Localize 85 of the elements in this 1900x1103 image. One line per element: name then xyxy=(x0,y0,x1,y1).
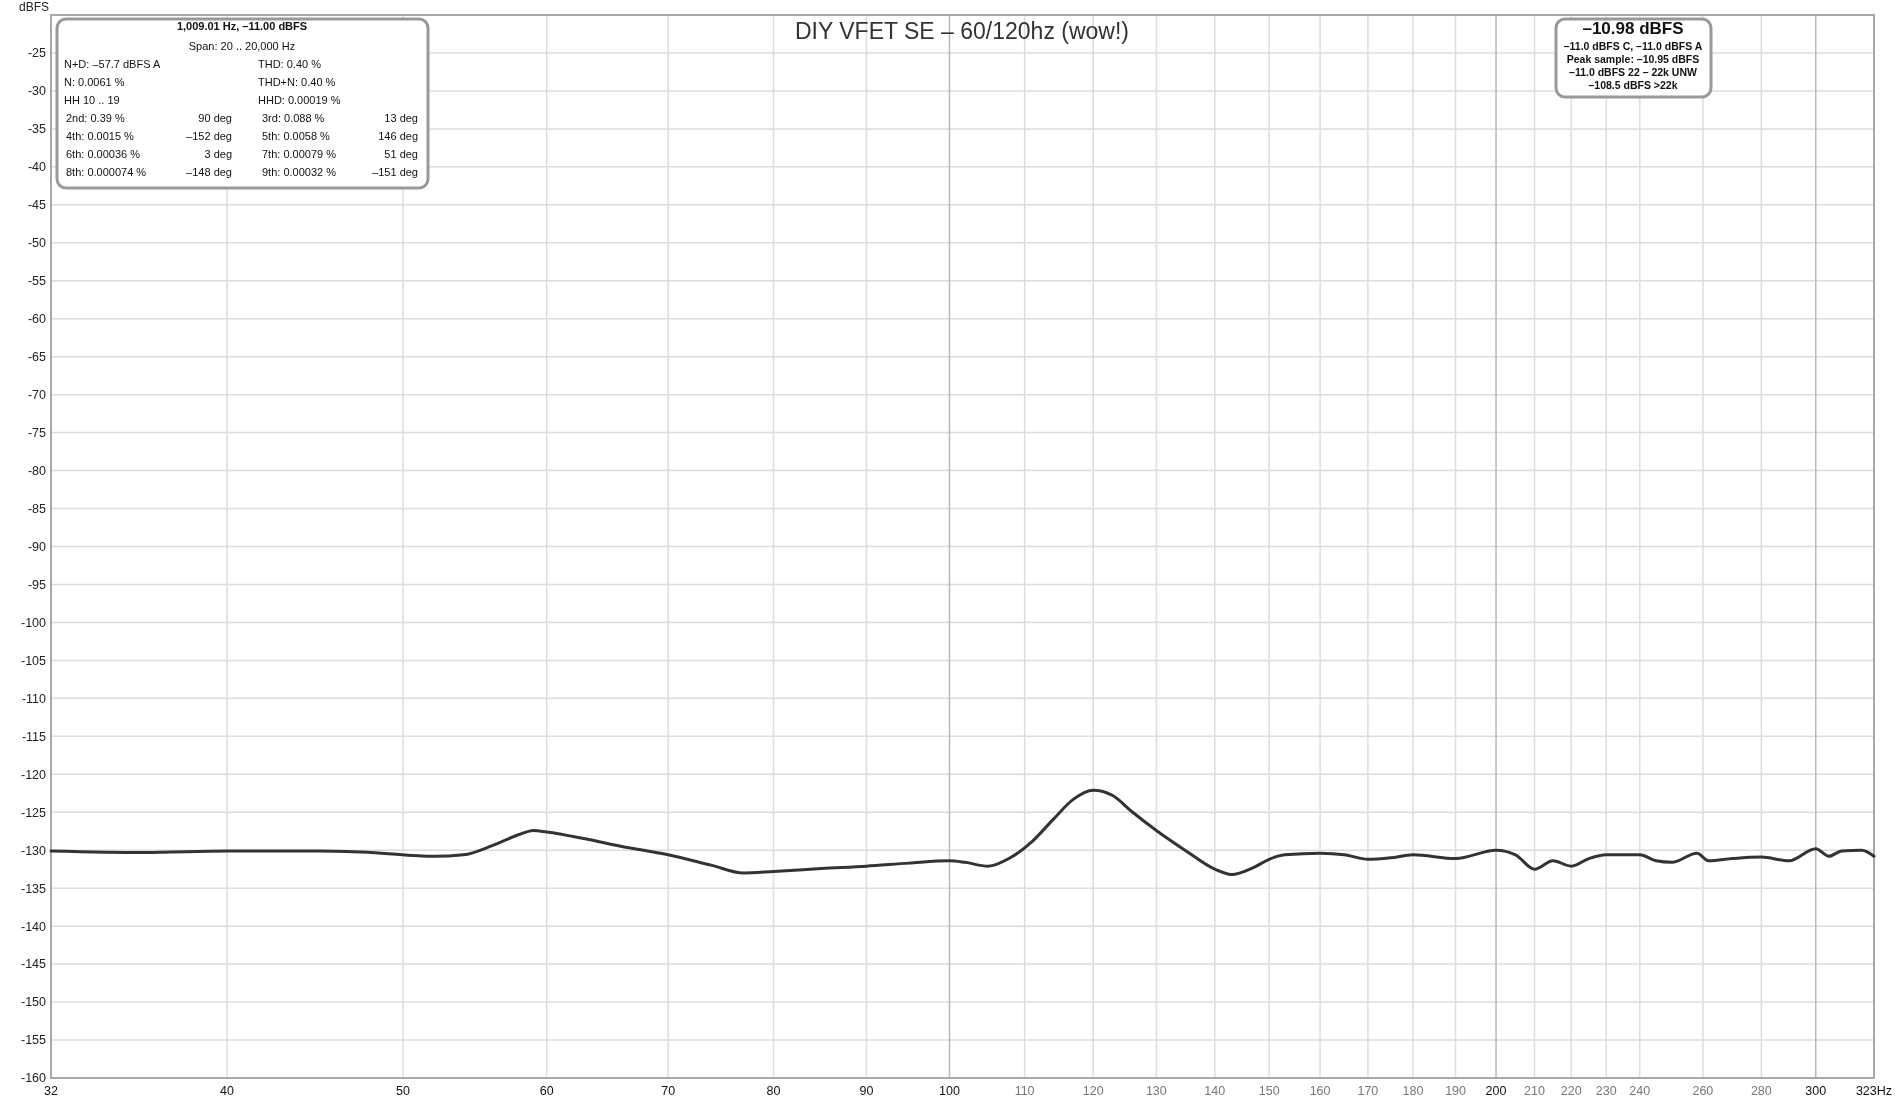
y-tick-label: -140 xyxy=(20,919,47,934)
x-tick-label: 300 xyxy=(1805,1084,1827,1098)
annotation: –152 deg xyxy=(186,130,232,142)
annotation: Peak sample: –10.95 dBFS xyxy=(1566,53,1700,65)
y-tick-label: -125 xyxy=(20,805,47,820)
y-tick-label: -35 xyxy=(27,122,47,137)
annotation: THD: 0.40 % xyxy=(258,58,322,70)
y-tick-label: -95 xyxy=(27,577,47,592)
x-tick-label: 210 xyxy=(1524,1084,1545,1098)
x-tick-label: 150 xyxy=(1258,1084,1280,1098)
annotation: N: 0.0061 % xyxy=(64,76,125,88)
y-tick-label: -65 xyxy=(27,350,47,365)
annotation: 4th: 0.0015 % xyxy=(66,130,135,142)
x-tick-label: 40 xyxy=(220,1084,234,1098)
y-axis-title: dBFS xyxy=(18,0,50,14)
chart-title: DIY VFET SE – 60/120hz (wow!) xyxy=(794,18,1130,44)
x-tick-label: 60 xyxy=(539,1084,554,1098)
x-tick-label: 120 xyxy=(1082,1084,1104,1098)
annotation: 13 deg xyxy=(384,112,418,124)
y-tick-label: -135 xyxy=(20,881,47,896)
y-tick-label: -150 xyxy=(20,995,47,1010)
annotation: HHD: 0.00019 % xyxy=(258,94,341,106)
x-tick-label: 140 xyxy=(1204,1084,1226,1098)
x-tick-label: 240 xyxy=(1629,1084,1651,1098)
x-tick-label: 190 xyxy=(1445,1084,1467,1098)
annotation: N+D: –57.7 dBFS A xyxy=(64,58,161,70)
annotation: 146 deg xyxy=(378,130,418,142)
y-tick-label: -160 xyxy=(20,1071,47,1086)
annotation: –108.5 dBFS >22k xyxy=(1588,79,1678,91)
annotation: 9th: 0.00032 % xyxy=(262,166,337,178)
x-tick-label: 80 xyxy=(766,1084,781,1098)
annotation: THD+N: 0.40 % xyxy=(258,76,336,88)
annotation: Span: 20 .. 20,000 Hz xyxy=(188,40,296,52)
y-tick-label: -90 xyxy=(27,539,47,554)
y-tick-label: -30 xyxy=(27,84,47,99)
y-tick-label: -75 xyxy=(27,425,47,440)
x-tick-label: 220 xyxy=(1560,1084,1582,1098)
y-tick-label: -45 xyxy=(27,198,47,213)
y-tick-label: -25 xyxy=(27,46,47,61)
x-tick-label: 32 xyxy=(44,1084,58,1098)
x-tick-label: 160 xyxy=(1309,1084,1331,1098)
x-tick-label: 180 xyxy=(1402,1084,1424,1098)
y-tick-label: -130 xyxy=(20,843,47,858)
x-tick-label: 200 xyxy=(1485,1084,1507,1098)
annotation: –151 deg xyxy=(372,166,418,178)
y-tick-label: -110 xyxy=(21,691,47,706)
y-tick-label: -145 xyxy=(20,957,47,972)
y-tick-label: -80 xyxy=(27,463,47,478)
x-tick-label: 280 xyxy=(1750,1084,1772,1098)
x-tick-label: 100 xyxy=(939,1084,960,1098)
y-tick-label: -120 xyxy=(20,767,47,782)
y-tick-label: -105 xyxy=(20,653,47,668)
annotation: 2nd: 0.39 % xyxy=(66,112,125,124)
y-tick-label: -155 xyxy=(20,1033,47,1048)
annotation: HH 10 .. 19 xyxy=(64,94,120,106)
x-tick-label: 110 xyxy=(1014,1084,1035,1098)
annotation: –148 deg xyxy=(186,166,232,178)
annotation: –11.0 dBFS C, –11.0 dBFS A xyxy=(1563,40,1703,52)
x-tick-label: 170 xyxy=(1357,1084,1379,1098)
x-tick-label: 323Hz xyxy=(1855,1084,1893,1098)
y-tick-label: -100 xyxy=(20,615,47,630)
annotation: 90 deg xyxy=(198,112,232,124)
y-tick-label: -55 xyxy=(27,274,47,289)
y-tick-label: -70 xyxy=(27,388,47,403)
annotation: –10.98 dBFS xyxy=(1582,19,1684,38)
y-tick-label: -85 xyxy=(27,501,47,516)
annotation: 1,009.01 Hz, –11.00 dBFS xyxy=(176,20,308,32)
y-tick-label: -60 xyxy=(27,312,47,327)
x-tick-label: 50 xyxy=(395,1084,410,1098)
annotation: 3 deg xyxy=(204,148,232,160)
x-tick-label: 230 xyxy=(1595,1084,1617,1098)
annotation: 8th: 0.000074 % xyxy=(66,166,147,178)
annotation: –11.0 dBFS 22 – 22k UNW xyxy=(1569,66,1697,78)
y-tick-label: -50 xyxy=(27,236,47,251)
annotation: 5th: 0.0058 % xyxy=(262,130,331,142)
annotation: 3rd: 0.088 % xyxy=(262,112,325,124)
annotation: 51 deg xyxy=(384,148,418,160)
annotation: 7th: 0.00079 % xyxy=(262,148,337,160)
annotation: 6th: 0.00036 % xyxy=(66,148,141,160)
x-tick-label: 70 xyxy=(661,1084,676,1098)
x-tick-label: 130 xyxy=(1145,1084,1167,1098)
y-tick-label: -115 xyxy=(21,729,47,744)
x-tick-label: 90 xyxy=(859,1084,874,1098)
y-tick-label: -40 xyxy=(27,160,47,175)
x-tick-label: 260 xyxy=(1692,1084,1714,1098)
